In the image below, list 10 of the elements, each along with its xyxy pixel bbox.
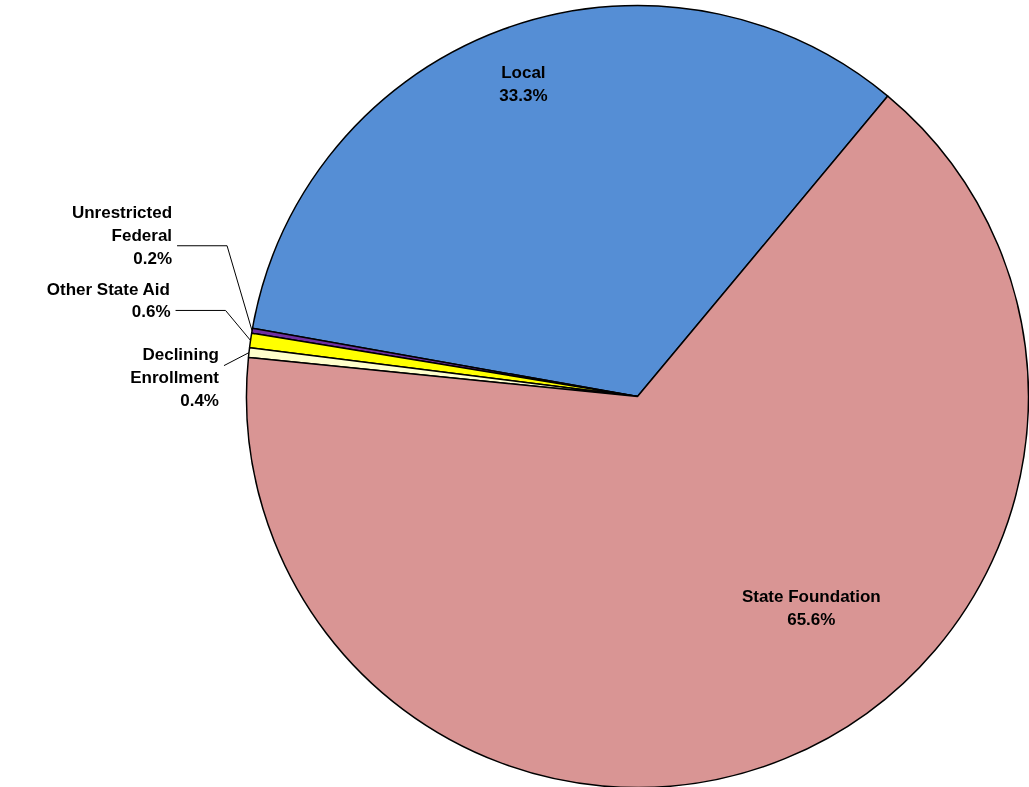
slice-label: Other State Aid: [46, 279, 170, 299]
slice-label: Unrestricted Federal: [71, 203, 173, 246]
data-label: 0.4%: [180, 390, 219, 410]
data-label: 0.2%: [133, 249, 173, 269]
slice-label: Declining Enrollment: [130, 345, 220, 388]
data-label: 0.6%: [131, 302, 171, 322]
data-label: 33.3%: [499, 86, 548, 106]
slice-label: Local: [501, 63, 546, 83]
slice-label: State Foundation: [741, 587, 881, 607]
data-label: 65.6%: [787, 609, 836, 629]
